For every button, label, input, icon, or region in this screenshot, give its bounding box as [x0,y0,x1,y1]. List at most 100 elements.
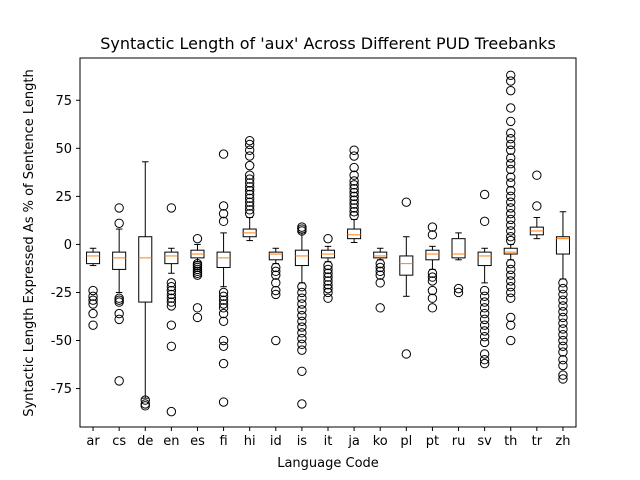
iqr-box [477,251,492,267]
outlier-point [349,203,359,213]
outlier-point [244,151,255,161]
outlier-point [166,278,177,288]
outlier-point [244,160,255,171]
box-group-id [268,247,283,346]
outlier-point [166,293,177,303]
x-tick-label: ko [373,434,388,449]
outlier-point [506,145,516,155]
outlier-point [297,224,307,234]
outlier-point [88,295,98,305]
iqr-box [216,251,231,268]
outlier-point [506,335,516,346]
outlier-point [375,266,385,277]
outlier-point [166,282,177,292]
outlier-point [140,401,150,411]
outlier-point [244,197,255,207]
outlier-point [323,287,333,298]
y-tick-label: -50 [51,334,72,349]
box-group-pl [399,197,414,359]
plot-area [86,70,570,417]
outlier-point [506,264,516,275]
outlier-point [349,210,359,221]
outlier-point [218,291,229,302]
outlier-point [218,358,229,369]
outlier-point [323,260,333,271]
outlier-point [166,301,177,311]
x-tick-label: ar [86,434,100,449]
outlier-point [166,341,177,351]
outlier-point [297,333,307,344]
outlier-point [349,180,359,190]
outlier-point [297,293,307,303]
outlier-point [558,283,568,294]
box-group-ja [347,145,362,243]
outlier-point [375,303,385,313]
outlier-point [271,262,281,273]
outlier-point [323,283,333,294]
outlier-point [218,287,229,298]
outlier-point [479,337,490,348]
outlier-point [323,276,333,286]
iqr-box [451,238,466,259]
outlier-point [297,282,307,292]
outlier-point [349,176,359,186]
x-tick-label: en [163,434,179,449]
box-group-tr [529,170,544,240]
outlier-point [218,299,229,309]
outlier-point [218,201,229,211]
x-tick-label: id [270,434,282,449]
outlier-point [506,85,516,96]
y-tick-label: 0 [64,238,72,253]
outlier-point [297,345,307,355]
outlier-point [558,289,568,300]
iqr-box [164,251,179,265]
outlier-point [88,308,98,319]
outlier-point [244,139,255,150]
outlier-point [349,145,359,155]
outlier-point [558,374,568,384]
y-axis-label: Syntactic Length Expressed As % of Sente… [22,69,37,416]
outlier-point [506,270,516,280]
iqr-box [112,251,127,270]
outlier-point [532,201,542,211]
box-group-it [320,233,336,303]
box-group-ar [86,247,101,330]
x-tick-label: pl [400,434,412,449]
outlier-point [218,295,229,305]
outlier-point [506,312,516,323]
box-group-en [164,203,179,417]
box-group-fi [216,149,231,407]
outlier-point [218,397,229,407]
outlier-point [479,355,490,365]
outlier-point [349,162,359,173]
outlier-point [558,330,568,340]
outlier-point [479,308,490,319]
x-tick-label: es [190,434,205,449]
outlier-point [427,230,438,240]
outlier-point [297,226,307,236]
y-tick-label: 75 [55,94,72,109]
x-axis-label: Language Code [277,456,379,471]
outlier-point [506,185,516,196]
outlier-point [323,280,333,290]
outlier-point [166,320,177,330]
outlier-point [506,287,516,298]
outlier-point [401,197,412,207]
outlier-point [244,182,255,192]
box-group-sv [477,189,492,369]
outlier-point [401,349,412,359]
outlier-point [506,214,516,225]
outlier-point [349,170,359,180]
outlier-point [271,289,281,300]
iqr-box [555,236,570,255]
outlier-point [271,266,281,277]
outlier-point [218,208,229,219]
y-tick-label: -75 [51,382,72,397]
outlier-point [166,203,177,213]
outlier-point [192,233,203,244]
outlier-point [479,216,490,227]
outlier-point [532,170,542,180]
box-group-th [503,70,518,346]
outlier-point [506,208,516,219]
outlier-point [479,349,490,359]
